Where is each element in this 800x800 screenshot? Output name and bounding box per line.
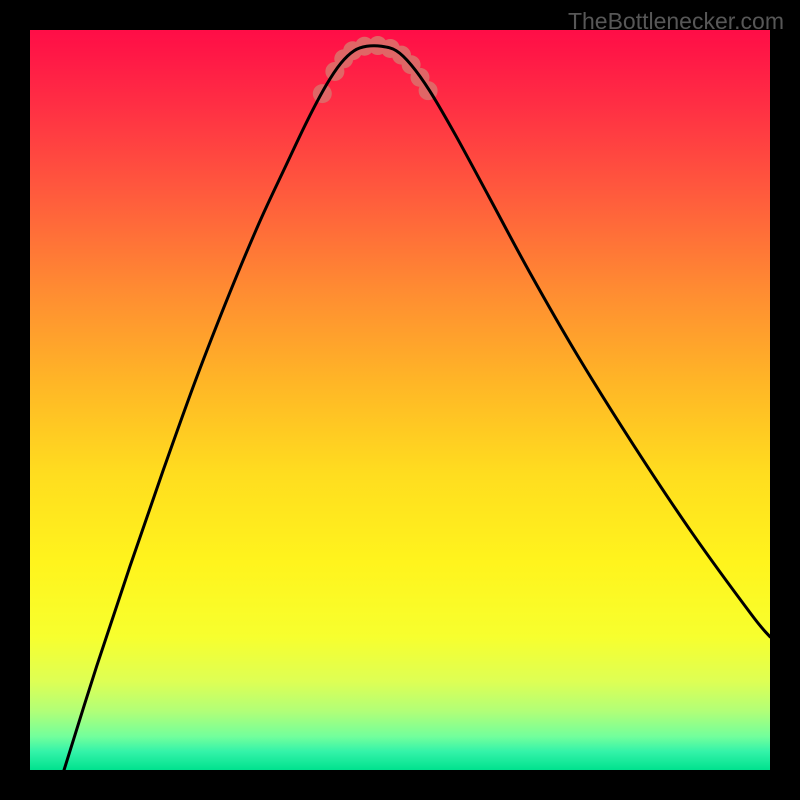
chart-stage: TheBottlenecker.com (0, 0, 800, 800)
plot-background (30, 30, 770, 770)
chart-svg (0, 0, 800, 800)
watermark-text: TheBottlenecker.com (568, 8, 784, 35)
